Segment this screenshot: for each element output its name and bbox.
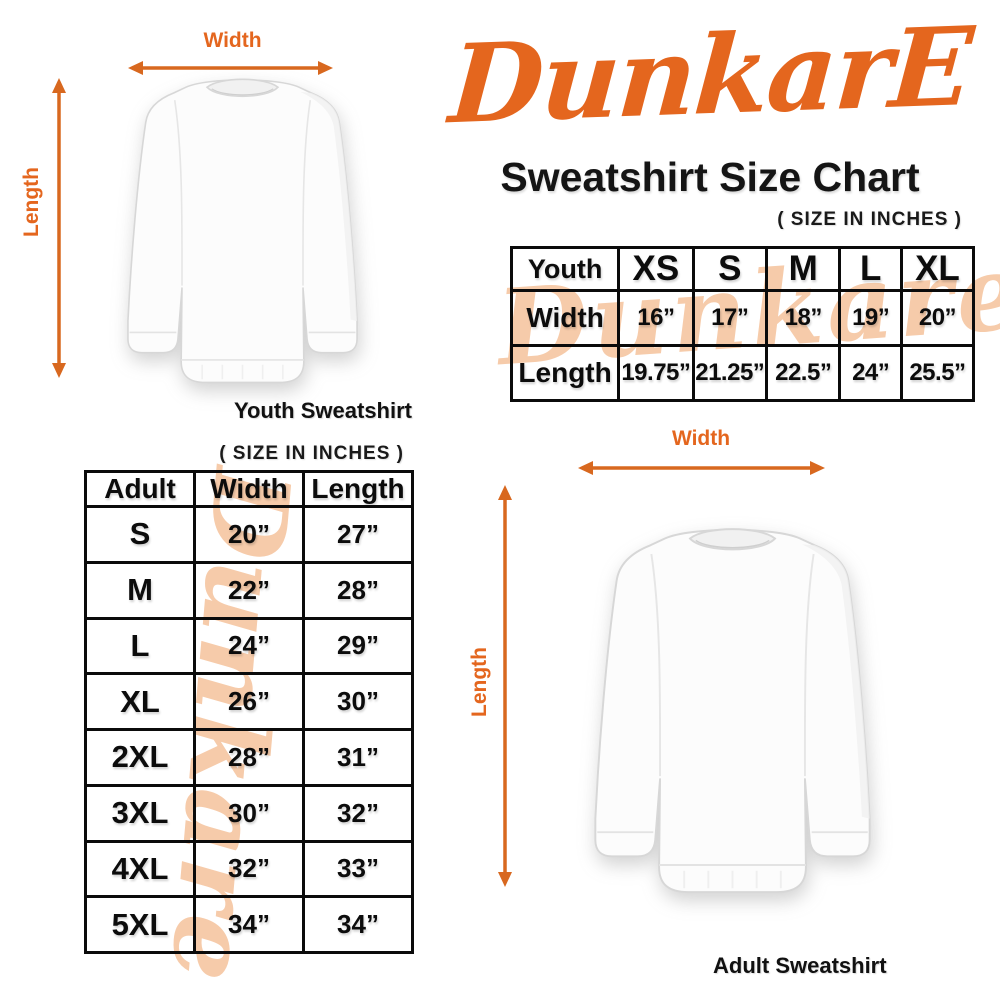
column-header: XL (899, 246, 976, 292)
size-value-cell: 17” (691, 289, 769, 347)
row-label-cell: M (84, 560, 196, 620)
size-value-cell: 22.5” (764, 344, 842, 402)
width-label: Width (203, 29, 262, 52)
column-header: XS (617, 246, 695, 292)
table-row: L 24” 29” (84, 616, 414, 676)
size-value-cell: 32” (302, 783, 414, 843)
table-row: 3XL 30” 32” (84, 783, 414, 843)
size-value-cell: 32” (193, 839, 305, 899)
size-note: ( SIZE IN INCHES ) (219, 443, 404, 464)
table-header-row: Adult Width Length (84, 470, 414, 508)
size-note: ( SIZE IN INCHES ) (777, 209, 962, 230)
row-label-cell: 3XL (84, 783, 196, 843)
column-header: Width (193, 470, 305, 508)
youth-size-table: Youth XS S M L XL Width 16” 17” 18” 19” 20” Length 19… (509, 246, 976, 402)
table-corner-header: Adult (84, 470, 196, 508)
row-label-cell: Length (509, 344, 621, 402)
size-value-cell: 33” (302, 839, 414, 899)
table-row: 5XL 34” 34” (84, 895, 414, 954)
table-row: S 20” 27” (84, 505, 414, 564)
table-row: M 22” 28” (84, 560, 414, 620)
adult-caption: Adult Sweatshirt (713, 953, 887, 978)
size-value-cell: 22” (193, 560, 305, 620)
row-label-cell: 5XL (84, 895, 196, 954)
brand-logo: DunkarE (445, 3, 975, 149)
length-label: Length (468, 647, 491, 718)
size-value-cell: 26” (193, 672, 305, 731)
youth-sweatshirt-image (127, 78, 358, 384)
size-value-cell: 28” (302, 560, 414, 620)
size-value-cell: 34” (302, 895, 414, 954)
adult-figure: Width Length Adult Sweatshirt (455, 415, 1000, 1000)
size-value-cell: 31” (302, 728, 414, 787)
size-value-cell: 34” (193, 895, 305, 954)
size-value-cell: 20” (193, 505, 305, 564)
length-label: Length (20, 167, 43, 238)
size-value-cell: 19.75” (617, 344, 695, 402)
youth-figure: Width Length Youth Sweatshirt (15, 15, 430, 427)
size-value-cell: 28” (193, 728, 305, 787)
row-label-cell: 4XL (84, 839, 196, 899)
table-header-row: Youth XS S M L XL (509, 246, 976, 292)
row-label-cell: L (84, 616, 196, 676)
table-row: Length 19.75” 21.25” 22.5” 24” 25.5” (509, 344, 976, 402)
width-arrow (578, 461, 825, 475)
size-value-cell: 16” (617, 289, 695, 347)
row-label-cell: S (84, 505, 196, 564)
table-row: 4XL 32” 33” (84, 839, 414, 899)
length-arrow (52, 78, 66, 378)
size-value-cell: 24” (838, 344, 903, 402)
page-title: Sweatshirt Size Chart (500, 154, 920, 200)
width-arrow (128, 61, 333, 75)
size-value-cell: 24” (193, 616, 305, 676)
row-label-cell: Width (509, 289, 621, 347)
size-value-cell: 30” (193, 783, 305, 843)
length-arrow (498, 485, 512, 887)
row-label-cell: 2XL (84, 728, 196, 787)
column-header: M (764, 246, 842, 292)
row-label-cell: XL (84, 672, 196, 731)
adult-sweatshirt-image (594, 528, 871, 894)
size-value-cell: 29” (302, 616, 414, 676)
size-value-cell: 20” (899, 289, 976, 347)
size-value-cell: 27” (302, 505, 414, 564)
table-row: XL 26” 30” (84, 672, 414, 731)
size-value-cell: 18” (764, 289, 842, 347)
table-row: Width 16” 17” 18” 19” 20” (509, 289, 976, 347)
size-value-cell: 30” (302, 672, 414, 731)
size-value-cell: 21.25” (691, 344, 769, 402)
size-value-cell: 25.5” (899, 344, 976, 402)
table-row: 2XL 28” 31” (84, 728, 414, 787)
width-label: Width (671, 427, 731, 450)
table-corner-header: Youth (509, 246, 621, 292)
youth-caption: Youth Sweatshirt (233, 398, 412, 423)
column-header: L (838, 246, 903, 292)
column-header: Length (302, 470, 414, 508)
size-value-cell: 19” (838, 289, 903, 347)
column-header: S (691, 246, 769, 292)
adult-size-table: Adult Width Length S 20” 27” M 22” 28” L 24” 29” XL 2… (84, 470, 414, 954)
